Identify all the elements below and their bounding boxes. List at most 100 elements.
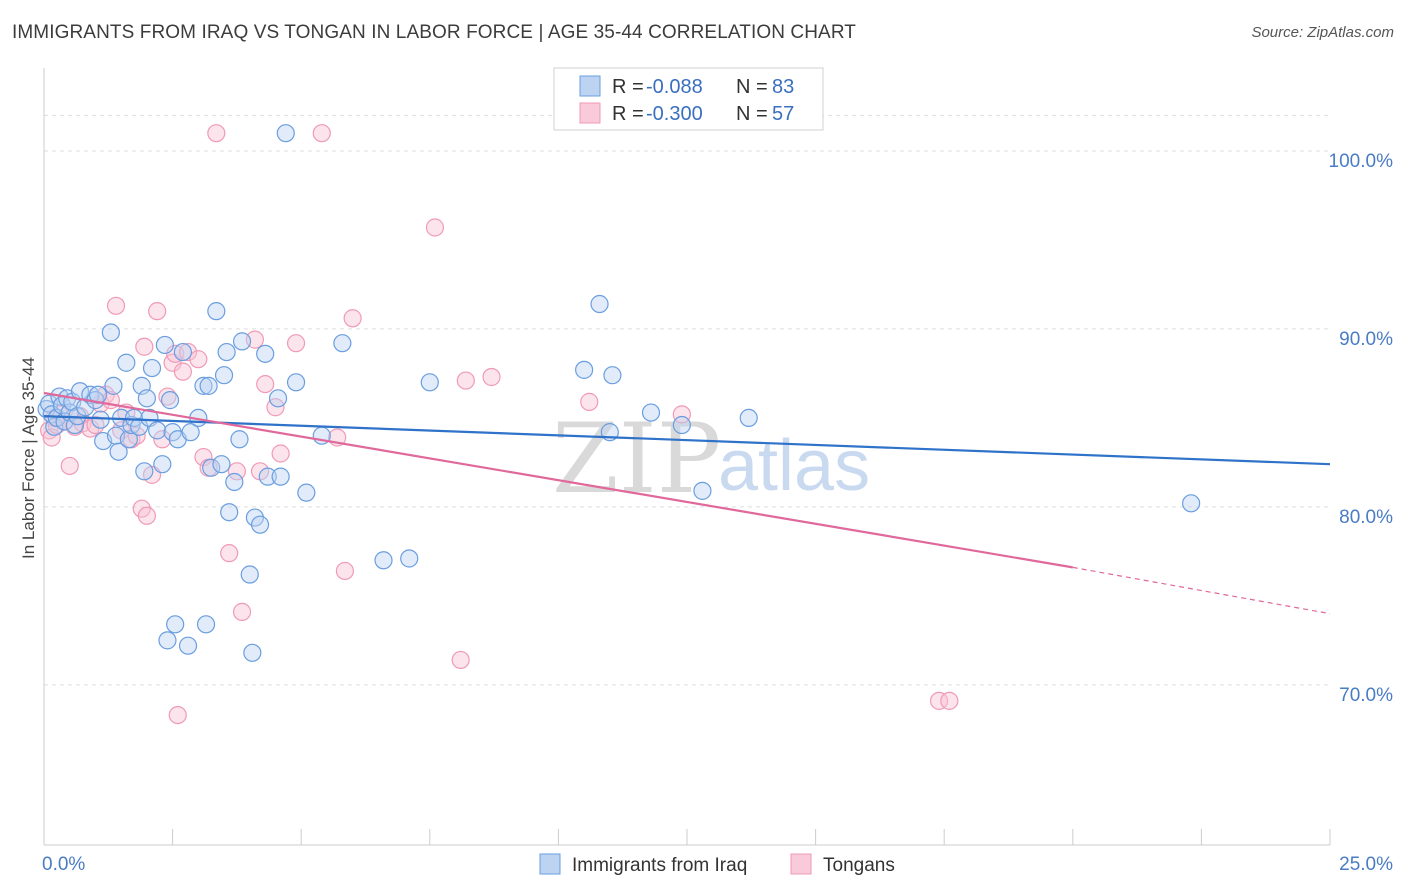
iraq-point-52 <box>212 455 231 474</box>
bottom-legend-iraq-label: Immigrants from Iraq <box>572 855 747 876</box>
iraq-point-48 <box>196 615 216 634</box>
legend-iraq-n-label: N = <box>736 76 768 98</box>
tongan-trend-line <box>43 391 1073 569</box>
tongan-point-25 <box>153 430 172 449</box>
iraq-point-64 <box>258 467 277 486</box>
watermark-zip: ZIP <box>552 403 721 515</box>
iraq-point-63 <box>256 344 275 363</box>
tongan-point-48 <box>312 124 331 143</box>
watermark: ZIP atlas <box>552 403 870 515</box>
y-tick-label-0: 100.0% <box>1329 151 1394 172</box>
iraq-point-32 <box>137 389 156 408</box>
iraq-point-58 <box>232 332 252 351</box>
iraq-point-45 <box>181 423 200 442</box>
bottom-legend-tongan-label: Tongans <box>823 855 895 876</box>
iraq-point-36 <box>153 455 172 474</box>
tongan-point-11 <box>86 415 105 435</box>
iraq-point-53 <box>214 366 234 385</box>
tongan-point-53 <box>580 392 599 411</box>
tongan-point-22 <box>137 506 156 525</box>
legend-iraq-n-value: 83 <box>772 76 794 98</box>
tongan-trend-extension <box>1072 566 1331 615</box>
iraq-point-82 <box>739 408 758 428</box>
chart-title: IMMIGRANTS FROM IRAQ VS TONGAN IN LABOR … <box>12 22 857 43</box>
iraq-trend-line <box>43 415 1331 466</box>
tongan-point-55 <box>929 691 949 710</box>
tongan-point-24 <box>148 302 167 321</box>
iraq-point-51 <box>207 302 226 321</box>
iraq-point-20 <box>101 323 120 342</box>
legend: R = -0.088 N = 83 R = -0.300 N = 57 <box>553 67 824 131</box>
tongan-point-6 <box>60 456 79 476</box>
legend-iraq-swatch <box>579 75 601 97</box>
watermark-atlas: atlas <box>718 426 870 506</box>
legend-tongan-swatch <box>579 102 601 124</box>
iraq-point-80 <box>672 415 691 435</box>
axes <box>43 68 1331 846</box>
tongan-points <box>40 124 959 725</box>
tongan-point-38 <box>232 602 252 621</box>
iraq-point-54 <box>217 342 236 362</box>
x-tick-label-min: 0.0% <box>42 854 85 875</box>
iraq-point-57 <box>230 430 249 449</box>
tongan-point-51 <box>456 371 475 390</box>
iraq-point-50 <box>202 458 221 477</box>
bottom-legend-iraq-swatch <box>539 853 561 875</box>
bottom-legend-tongan-swatch <box>790 853 812 875</box>
iraq-point-76 <box>590 294 609 314</box>
iraq-points <box>37 124 1201 662</box>
tongan-point-44 <box>286 334 306 353</box>
y-tick-label-3: 70.0% <box>1339 685 1393 706</box>
tongan-point-52 <box>482 367 501 387</box>
y-tick-labels: 100.0% 90.0% 80.0% 70.0% <box>1329 151 1394 706</box>
tongan-point-49 <box>425 218 445 237</box>
y-tick-label-2: 80.0% <box>1339 507 1393 528</box>
iraq-point-39 <box>160 391 180 410</box>
iraq-point-78 <box>603 366 622 385</box>
legend-tongan-n-value: 57 <box>772 103 794 125</box>
iraq-point-28 <box>124 408 144 428</box>
tongan-point-54 <box>672 405 691 424</box>
iraq-point-35 <box>148 421 167 440</box>
iraq-point-25 <box>117 353 136 372</box>
tongan-point-32 <box>189 350 208 369</box>
legend-iraq-r-value: -0.088 <box>646 76 703 98</box>
iraq-point-59 <box>240 565 259 584</box>
iraq-point-81 <box>693 481 712 500</box>
iraq-point-73 <box>400 549 419 568</box>
tongan-point-43 <box>271 444 290 463</box>
iraq-point-79 <box>641 403 661 422</box>
iraq-point-75 <box>575 360 594 379</box>
legend-tongan-n-label: N = <box>736 103 768 125</box>
iraq-point-41 <box>166 615 185 634</box>
iraq-point-66 <box>271 467 290 486</box>
tongan-point-37 <box>227 462 246 481</box>
iraq-point-62 <box>250 515 270 534</box>
iraq-point-72 <box>374 551 393 570</box>
tongan-point-30 <box>173 362 192 381</box>
iraq-point-26 <box>119 430 138 449</box>
iraq-point-60 <box>243 643 262 662</box>
y-axis-label: In Labor Force | Age 35-44 <box>19 357 38 559</box>
iraq-point-21 <box>104 376 123 395</box>
x-tick-label-max: 25.0% <box>1339 854 1393 875</box>
iraq-point-38 <box>158 631 177 650</box>
legend-tongan-r-label: R = <box>612 103 644 125</box>
iraq-point-31 <box>135 462 154 481</box>
iraq-point-74 <box>420 373 439 392</box>
grid-lines <box>44 114 1330 686</box>
tongan-point-31 <box>178 342 198 362</box>
iraq-point-23 <box>109 442 128 461</box>
iraq-point-68 <box>286 373 306 392</box>
bottom-legend: Immigrants from Iraq Tongans <box>539 853 895 876</box>
iraq-point-65 <box>268 389 288 408</box>
iraq-point-56 <box>225 472 244 492</box>
iraq-point-47 <box>194 376 213 395</box>
iraq-point-37 <box>155 335 174 355</box>
tongan-point-15 <box>106 296 126 315</box>
iraq-point-49 <box>199 376 218 395</box>
iraq-point-69 <box>297 483 316 502</box>
x-tick-labels: 0.0% 25.0% <box>42 854 1393 875</box>
iraq-point-17 <box>88 385 108 404</box>
